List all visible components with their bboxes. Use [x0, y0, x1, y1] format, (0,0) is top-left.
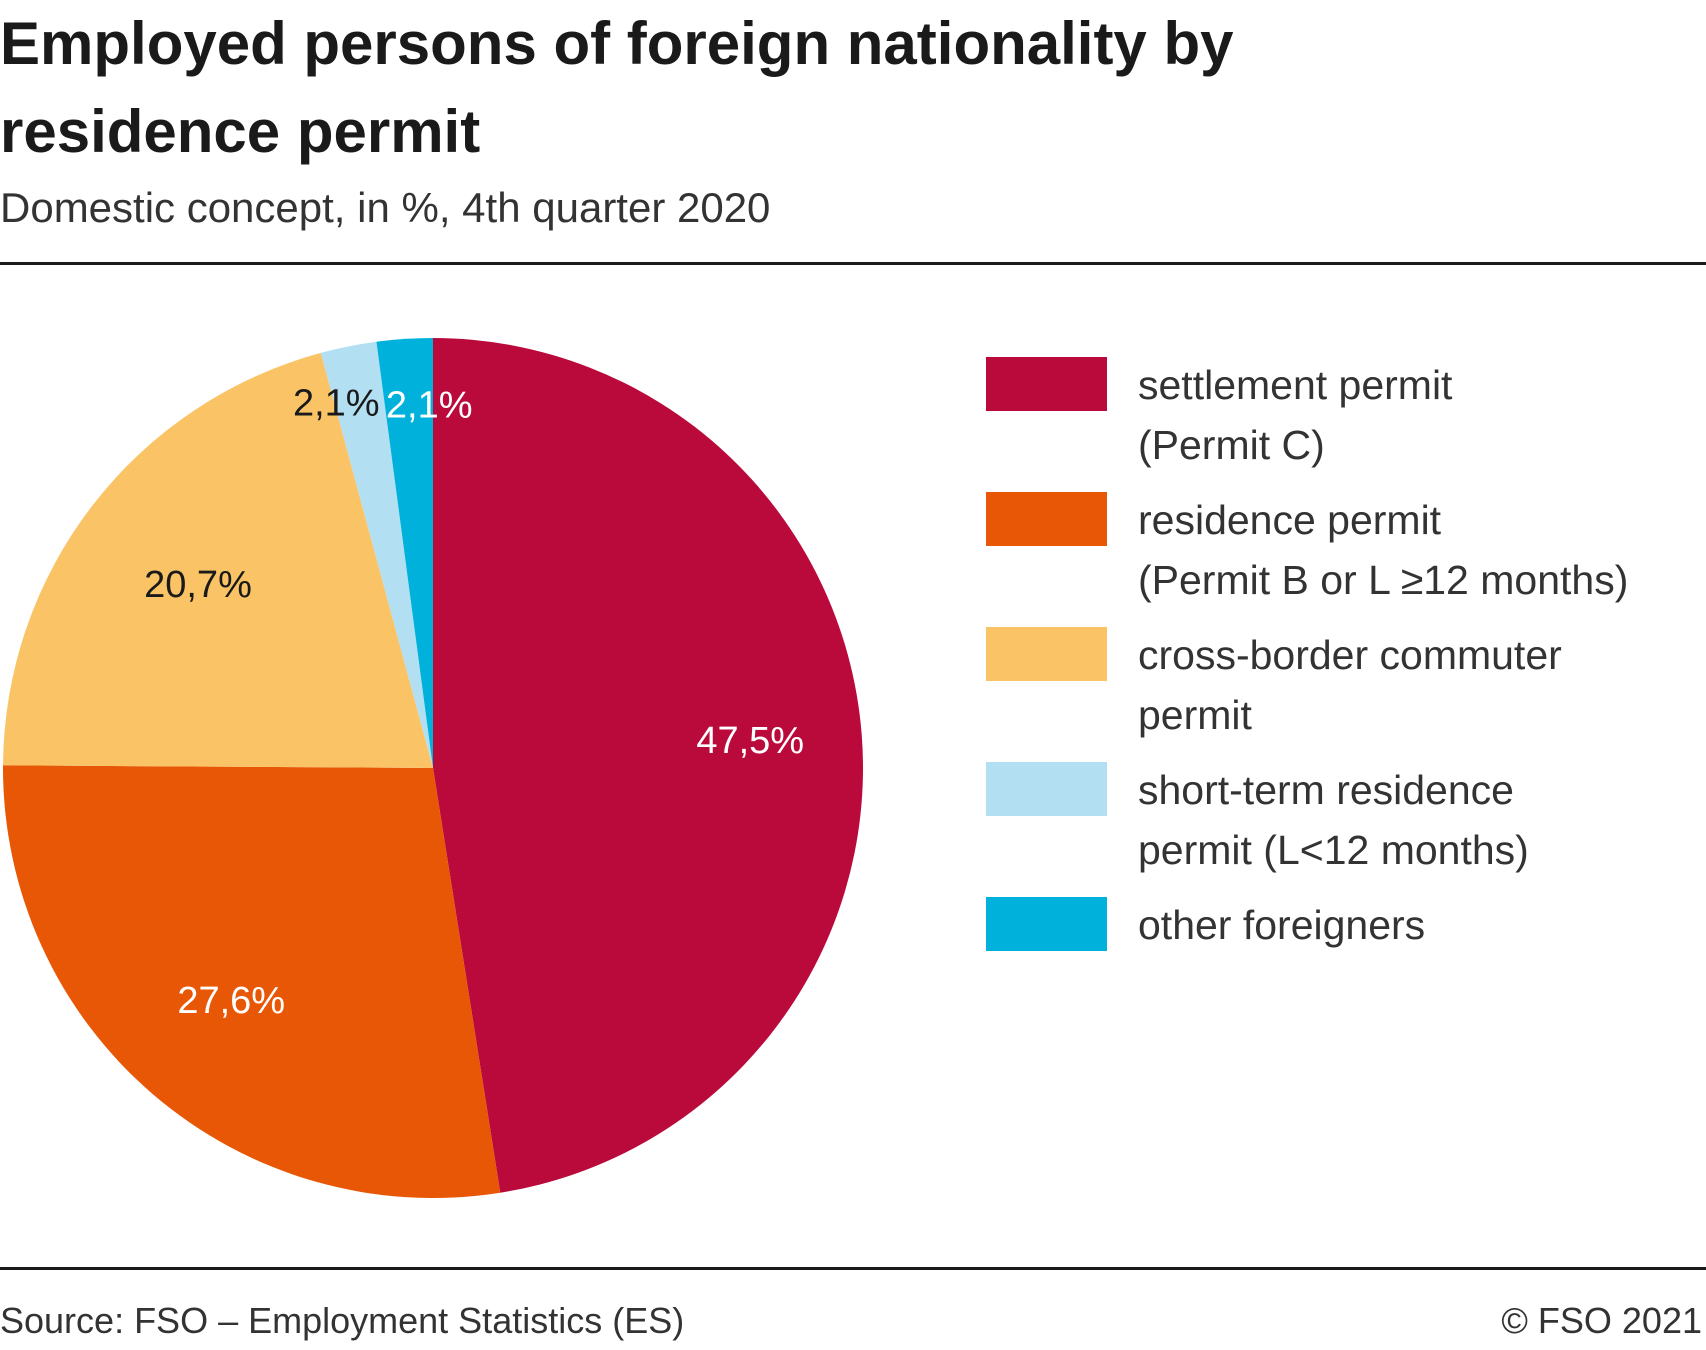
chart-subtitle: Domestic concept, in %, 4th quarter 2020 [0, 184, 771, 231]
slice-label-other-foreigners: 2,1% [386, 385, 473, 427]
legend-swatch [986, 492, 1107, 546]
pie-slice-short-term-residence [320, 341, 433, 768]
bottom-divider [0, 1267, 1706, 1270]
pie-slice-settlement-permit [433, 338, 864, 1193]
slice-label-residence-permit: 27,6% [177, 980, 285, 1022]
legend-label: other foreigners [1138, 902, 1426, 948]
legend-swatch [986, 357, 1107, 411]
legend-label: short-term residence permit (L<12 months… [1138, 767, 1529, 873]
slice-label-cross-border-commuter: 20,7% [144, 564, 252, 606]
legend-label: residence permit (Permit B or L ≥12 mont… [1138, 497, 1629, 603]
legend-swatch [986, 897, 1107, 951]
legend-label: settlement permit (Permit C) [1138, 362, 1453, 468]
pie-slice-residence-permit [2, 765, 501, 1198]
slice-label-settlement-permit: 47,5% [696, 720, 804, 762]
copyright-note: © FSO 2021 [1501, 1300, 1702, 1341]
chart-title: Employed persons of foreign nationality … [0, 10, 1234, 165]
pie-slice-other-foreigners [376, 338, 433, 768]
top-divider [0, 262, 1706, 265]
legend-swatch [986, 627, 1107, 681]
pie-slice-cross-border-commuter [3, 352, 434, 768]
slice-label-short-term-residence: 2,1% [293, 382, 380, 424]
legend-label: cross-border commuter permit [1138, 632, 1562, 738]
legend-swatch [986, 762, 1107, 816]
pie-chart: 47,5% 27,6% 20,7% 2,1% 2,1% [2, 338, 864, 1198]
source-note: Source: FSO – Employment Statistics (ES) [0, 1300, 685, 1341]
